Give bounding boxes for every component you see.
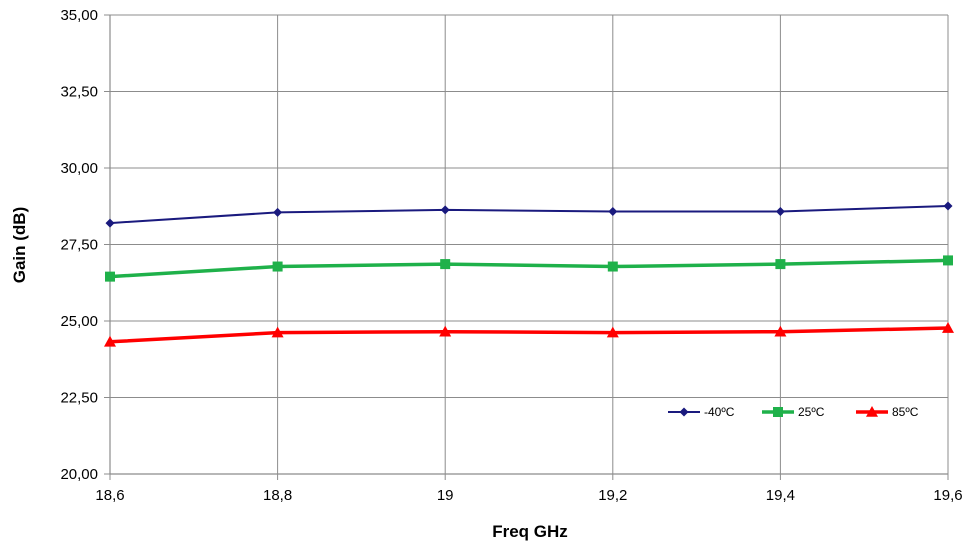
x-tick-label: 18,8 — [263, 487, 292, 504]
legend-label: 25ºC — [798, 405, 825, 419]
data-point — [272, 261, 283, 272]
data-point — [273, 207, 283, 217]
x-tick-label: 19,2 — [598, 487, 627, 504]
y-tick-label: 35,00 — [60, 7, 98, 24]
y-tick-label: 22,50 — [60, 390, 98, 407]
data-point — [775, 259, 786, 270]
series-line — [109, 258, 949, 279]
x-axis-title: Freq GHz — [492, 522, 568, 541]
y-tick-label: 25,00 — [60, 313, 98, 330]
data-point — [607, 261, 618, 272]
series-1 — [105, 255, 953, 282]
series-2 — [104, 322, 954, 347]
y-tick-label: 30,00 — [60, 160, 98, 177]
data-point — [105, 218, 115, 228]
series-layer — [104, 201, 954, 347]
x-tick-label: 18,6 — [95, 487, 124, 504]
legend-marker — [679, 407, 689, 417]
legend-label: 85ºC — [892, 405, 919, 419]
legend-item: 85ºC — [856, 405, 919, 419]
x-tick-label: 19,4 — [766, 487, 795, 504]
data-point — [271, 326, 284, 338]
data-point — [104, 335, 116, 347]
data-point — [943, 255, 953, 266]
data-point — [439, 325, 452, 337]
y-tick-label: 27,50 — [60, 237, 98, 254]
x-tick-label: 19 — [437, 487, 454, 504]
data-point — [105, 271, 115, 282]
x-tick-label: 19,6 — [933, 487, 962, 504]
y-tick-label: 32,50 — [60, 84, 98, 101]
data-point — [943, 201, 953, 211]
series-line — [109, 326, 949, 344]
legend-item: -40ºC — [668, 405, 735, 419]
axes: 20,00 22,50 25,00 27,50 30,00 32,50 35,00 18,6 1… — [60, 7, 962, 504]
legend-marker — [866, 406, 878, 417]
series-line — [109, 204, 949, 225]
data-point — [775, 206, 785, 216]
data-point — [606, 326, 619, 338]
legend: -40ºC 25ºC 85ºC — [668, 405, 919, 419]
legend-label: -40ºC — [704, 405, 735, 419]
series-0 — [105, 201, 953, 228]
data-point — [440, 205, 450, 215]
grid — [109, 14, 949, 475]
data-point — [774, 325, 787, 337]
y-tick-label: 20,00 — [60, 466, 98, 483]
data-point — [440, 259, 451, 270]
y-axis-title: Gain (dB) — [10, 207, 29, 284]
data-point — [608, 206, 618, 216]
data-point — [942, 322, 954, 333]
legend-item: 25ºC — [762, 405, 825, 419]
legend-marker — [773, 407, 783, 417]
